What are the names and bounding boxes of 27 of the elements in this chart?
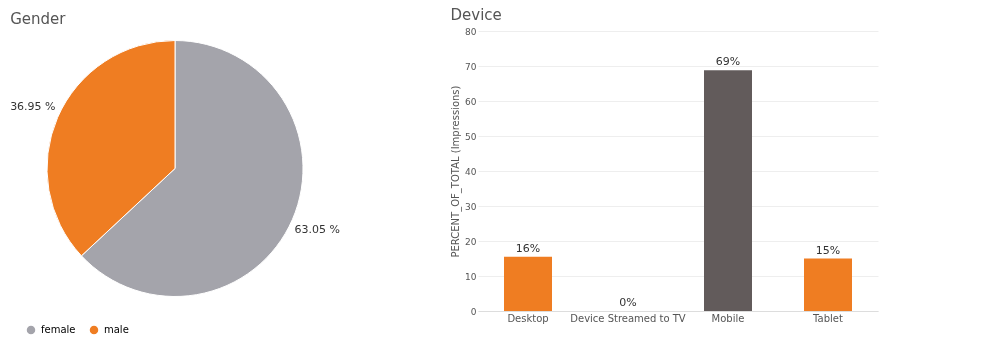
y-tick-label: 60	[465, 96, 477, 107]
y-tick-label: 80	[465, 26, 477, 37]
bar	[704, 70, 752, 311]
y-tick-label: 10	[465, 271, 477, 282]
y-tick-label: 30	[465, 201, 477, 212]
x-tick-label: Tablet	[812, 312, 843, 324]
y-tick-label: 50	[465, 131, 477, 142]
data-label: 69%	[715, 55, 741, 69]
x-tick-label: Device Streamed to TV	[570, 312, 686, 324]
y-tick-label: 70	[465, 61, 477, 72]
y-axis-title: PERCENT_OF_TOTAL (Impressions)	[450, 85, 463, 258]
legend-label: female	[41, 324, 76, 335]
y-tick-label: 0	[470, 306, 477, 317]
bar	[504, 256, 552, 311]
data-label: 15%	[815, 243, 841, 257]
x-tick-label: Desktop	[507, 312, 549, 324]
chart-title: Gender	[10, 10, 67, 28]
x-tick-label: Mobile	[711, 312, 745, 324]
legend-label: male	[104, 324, 129, 335]
data-label: 63.05 %	[294, 223, 340, 237]
y-tick-label: 40	[465, 166, 477, 177]
data-label: 16%	[515, 241, 541, 255]
y-tick-label: 20	[465, 236, 477, 247]
bar	[804, 258, 852, 311]
chart-title: Device	[450, 6, 502, 24]
data-label: 36.95 %	[10, 99, 56, 113]
data-label: 0%	[619, 296, 637, 309]
